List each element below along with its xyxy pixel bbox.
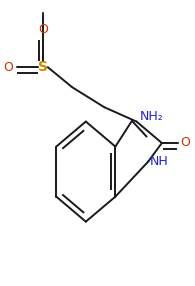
Text: S: S xyxy=(38,60,48,74)
Text: O: O xyxy=(3,61,13,74)
Text: NH: NH xyxy=(150,155,169,168)
Text: O: O xyxy=(38,23,48,36)
Text: O: O xyxy=(180,136,190,150)
Text: NH₂: NH₂ xyxy=(139,110,163,123)
